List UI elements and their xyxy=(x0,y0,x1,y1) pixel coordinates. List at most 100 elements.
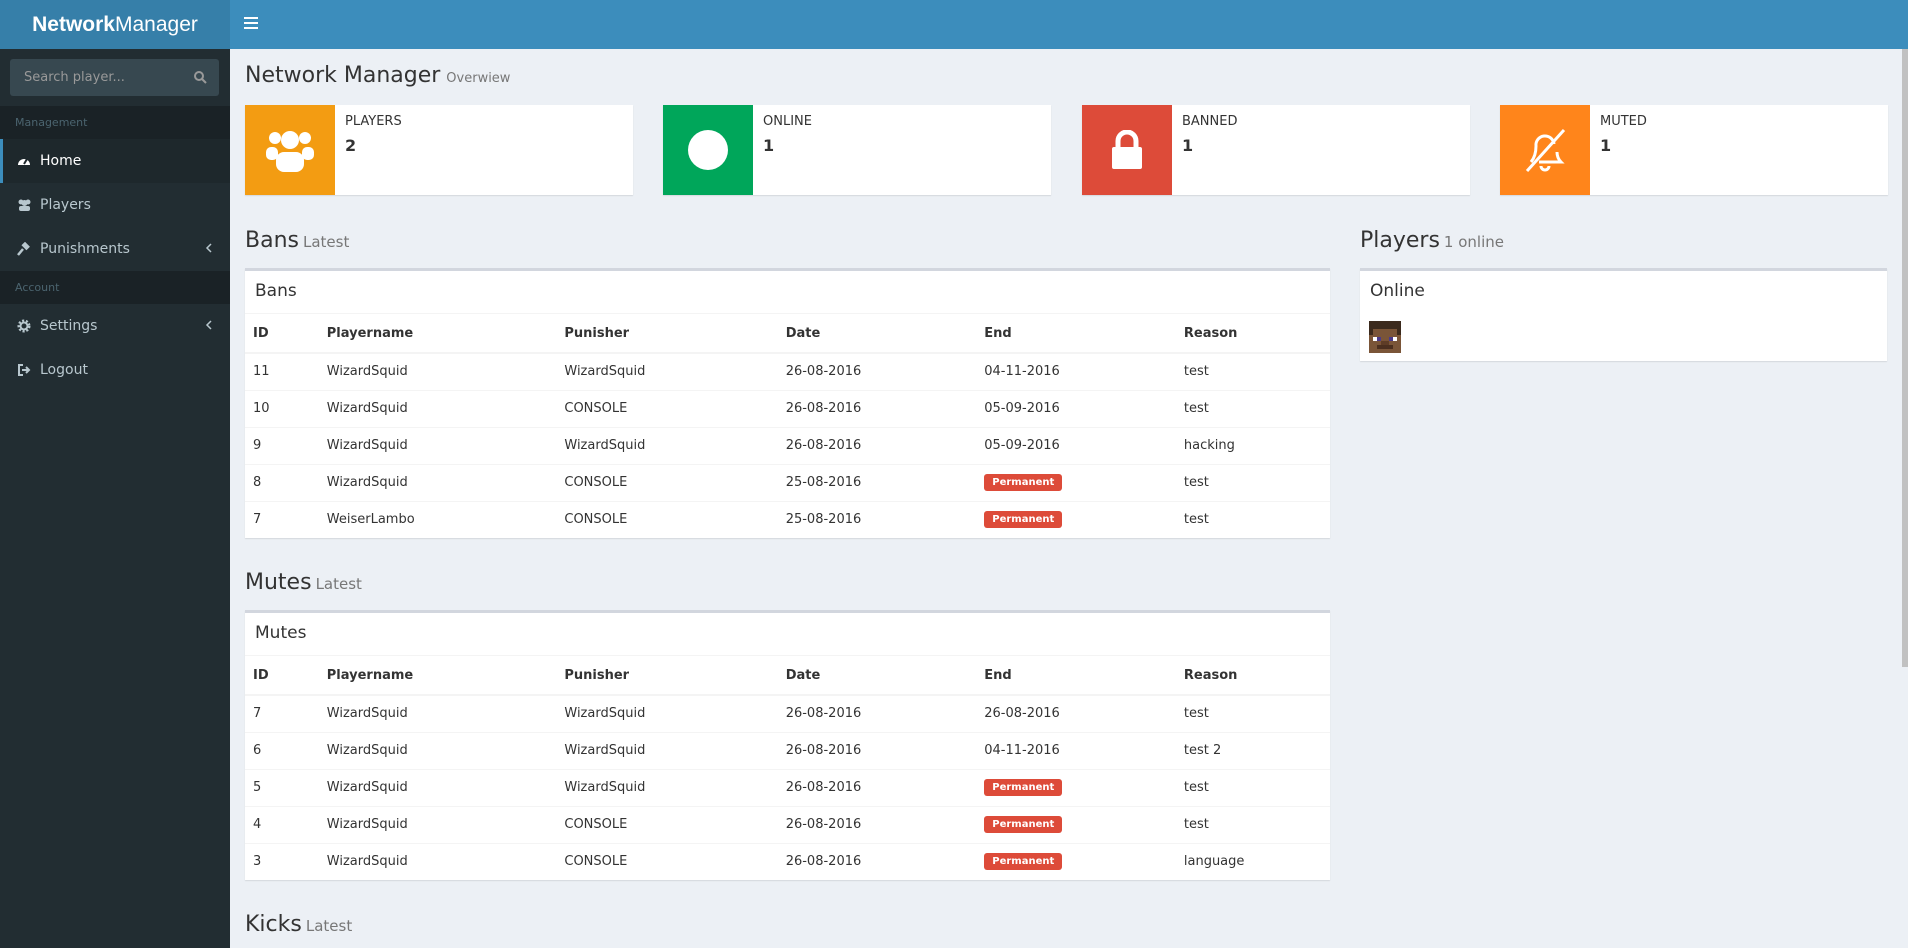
table-cell: WizardSquid xyxy=(556,426,778,464)
table-cell: 8 xyxy=(245,463,319,501)
table-body: 11 WizardSquid WizardSquid 26-08-2016 04-11-… xyxy=(245,352,1330,538)
table-cell: test xyxy=(1175,805,1330,843)
table-cell: WizardSquid xyxy=(318,768,557,806)
nav-section: Account xyxy=(0,271,230,304)
table-cell: CONSOLE xyxy=(556,805,778,843)
column-header: Punisher xyxy=(556,314,778,354)
table-row: 9 WizardSquid WizardSquid 26-08-2016 05-09-2… xyxy=(245,426,1330,464)
column-header: ID xyxy=(245,314,319,354)
table-cell: test xyxy=(1175,389,1330,427)
table-row: 7 WizardSquid WizardSquid 26-08-2016 26-08-2… xyxy=(245,694,1330,732)
info-icon xyxy=(663,105,753,195)
table-cell: 26-08-2016 xyxy=(777,694,977,732)
table-cell: WizardSquid xyxy=(318,731,557,769)
table-cell: test xyxy=(1175,352,1330,390)
info-box: ONLINE 1 xyxy=(663,105,1051,195)
bans-box: Bans ID Playername Punisher Date End Reason 11… xyxy=(245,268,1330,538)
nav-item[interactable]: Logout xyxy=(0,348,230,392)
table-cell: hacking xyxy=(1175,426,1330,464)
logo[interactable]: NetworkManager xyxy=(0,0,230,49)
info-value: 2 xyxy=(345,136,357,155)
table-cell: 05-09-2016 xyxy=(976,389,1176,427)
table-cell: 7 xyxy=(245,500,319,538)
table-cell: 7 xyxy=(245,694,319,732)
bans-table: ID Playername Punisher Date End Reason 11 Wizar… xyxy=(245,314,1330,538)
box-title: Bans xyxy=(245,271,1330,314)
search-placeholder: Search player... xyxy=(24,70,125,85)
table-cell: Permanent xyxy=(976,500,1176,538)
table-cell: test xyxy=(1175,500,1330,538)
table-cell: WizardSquid xyxy=(556,768,778,806)
table-cell: WizardSquid xyxy=(556,352,778,390)
nav-section: Management xyxy=(0,106,230,139)
table-cell: WizardSquid xyxy=(318,694,557,732)
info-label: ONLINE xyxy=(763,114,812,129)
nav-item[interactable]: Punishments xyxy=(0,227,230,271)
table-cell: CONSOLE xyxy=(556,389,778,427)
box-title: Mutes xyxy=(245,613,1330,656)
menu-toggle[interactable] xyxy=(244,17,258,29)
nav-label: Settings xyxy=(40,318,98,334)
players-box: Online xyxy=(1360,268,1887,361)
top-bar xyxy=(0,0,1908,49)
header-row: ID Playername Punisher Date End Reason xyxy=(245,314,1330,354)
section-heading: Bans Latest xyxy=(245,228,349,253)
heading-small: Latest xyxy=(315,575,362,593)
nav-label: Punishments xyxy=(40,241,130,257)
table-head: ID Playername Punisher Date End Reason xyxy=(245,314,1330,354)
table-row: 11 WizardSquid WizardSquid 26-08-2016 04-11-… xyxy=(245,352,1330,390)
info-value: 1 xyxy=(1600,136,1612,155)
column-header: Date xyxy=(777,656,977,696)
table-row: 6 WizardSquid WizardSquid 26-08-2016 04-11-2… xyxy=(245,731,1330,769)
table-cell: WizardSquid xyxy=(318,389,557,427)
info-box: BANNED 1 xyxy=(1082,105,1470,195)
info-icon xyxy=(1500,105,1590,195)
section-heading: Mutes Latest xyxy=(245,570,362,595)
table-cell: 26-08-2016 xyxy=(777,805,977,843)
table-row: 5 WizardSquid WizardSquid 26-08-2016 Permane… xyxy=(245,768,1330,806)
table-cell: CONSOLE xyxy=(556,500,778,538)
table-cell: 25-08-2016 xyxy=(777,500,977,538)
info-icon xyxy=(245,105,335,195)
column-header: End xyxy=(976,314,1176,354)
column-header: Punisher xyxy=(556,656,778,696)
table-row: 3 WizardSquid CONSOLE 26-08-2016 Permanent la… xyxy=(245,842,1330,880)
table-cell: CONSOLE xyxy=(556,842,778,880)
nav-item[interactable]: Home xyxy=(0,139,230,183)
column-header: End xyxy=(976,656,1176,696)
table-cell: 26-08-2016 xyxy=(976,694,1176,732)
table-cell: WizardSquid xyxy=(318,463,557,501)
search-box[interactable]: Search player... xyxy=(10,59,219,96)
mutes-table: ID Playername Punisher Date End Reason 7 Wizard… xyxy=(245,656,1330,880)
info-box: MUTED 1 xyxy=(1500,105,1888,195)
table-cell: test xyxy=(1175,463,1330,501)
nav-label: Logout xyxy=(40,362,88,378)
info-label: BANNED xyxy=(1182,114,1238,129)
table-cell: 10 xyxy=(245,389,319,427)
table-cell: 26-08-2016 xyxy=(777,842,977,880)
info-label: MUTED xyxy=(1600,114,1647,129)
heading-text: Players xyxy=(1360,228,1440,253)
scrollbar[interactable] xyxy=(1902,49,1908,667)
table-cell: 11 xyxy=(245,352,319,390)
heading-text: Mutes xyxy=(245,570,312,595)
status-badge: Permanent xyxy=(984,853,1063,871)
table-cell: CONSOLE xyxy=(556,463,778,501)
column-header: Playername xyxy=(318,314,557,354)
table-cell: WizardSquid xyxy=(556,731,778,769)
nav-item[interactable]: Settings xyxy=(0,304,230,348)
nav-label: Players xyxy=(40,197,91,213)
table-row: 4 WizardSquid CONSOLE 26-08-2016 Permanent te… xyxy=(245,805,1330,843)
table-row: 10 WizardSquid CONSOLE 26-08-2016 05-09-2016… xyxy=(245,389,1330,427)
nav-item[interactable]: Players xyxy=(0,183,230,227)
heading-text: Bans xyxy=(245,228,299,253)
status-badge: Permanent xyxy=(984,779,1063,796)
info-value: 1 xyxy=(763,136,775,155)
nav-label: Home xyxy=(40,153,82,169)
player-avatar[interactable] xyxy=(1369,321,1401,353)
table-cell: 26-08-2016 xyxy=(777,731,977,769)
info-box: PLAYERS 2 xyxy=(245,105,633,195)
table-cell: Permanent xyxy=(976,463,1176,501)
